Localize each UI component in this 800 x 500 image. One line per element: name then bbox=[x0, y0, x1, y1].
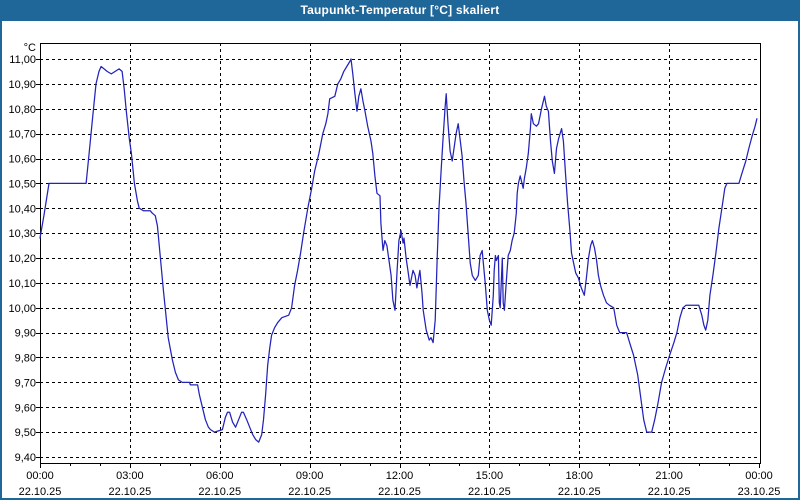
chart-canvas: °C11,00 10,90 10,80 10,70 10,60 10,50 10,40 10,… bbox=[8, 42, 781, 498]
x-time-label: 12:00 bbox=[386, 470, 414, 482]
y-tick-label: 9,60 bbox=[15, 402, 36, 414]
x-time-label: 00:00 bbox=[745, 470, 773, 482]
x-date-label: 22.10.25 bbox=[288, 486, 331, 498]
x-time-label: 03:00 bbox=[116, 470, 144, 482]
series-line bbox=[39, 58, 758, 443]
x-date-label: 22.10.25 bbox=[648, 486, 691, 498]
x-date-label: 22.10.25 bbox=[198, 486, 241, 498]
y-tick-label: 10,30 bbox=[8, 228, 36, 240]
x-time-label: 00:00 bbox=[26, 470, 54, 482]
y-tick-label: 10,20 bbox=[8, 253, 36, 265]
x-time-label: 15:00 bbox=[476, 470, 504, 482]
y-tick-label: 9,70 bbox=[15, 377, 36, 389]
x-axis-labels: 00:00 22.10.25 03:00 22.10.25 06:00 22.10.25 0… bbox=[19, 470, 781, 498]
y-tick-label: 10,10 bbox=[8, 278, 36, 290]
y-axis-labels: °C11,00 10,90 10,80 10,70 10,60 10,50 10,40 10,… bbox=[8, 42, 36, 464]
x-time-label: 09:00 bbox=[296, 470, 324, 482]
y-tick-label: 10,80 bbox=[8, 104, 36, 116]
x-date-label: 22.10.25 bbox=[19, 486, 62, 498]
y-tick-label: 11,00 bbox=[9, 54, 36, 66]
window-title-bar: Taupunkt-Temperatur [°C] skaliert bbox=[2, 2, 798, 21]
y-tick-label: 9,80 bbox=[15, 353, 36, 365]
y-tick-label: 10,40 bbox=[8, 203, 36, 215]
x-date-label: 23.10.25 bbox=[738, 486, 781, 498]
y-tick-label: 10,70 bbox=[8, 129, 36, 141]
x-ticks bbox=[40, 463, 760, 468]
y-tick-label: 10,60 bbox=[8, 154, 36, 166]
window-title: Taupunkt-Temperatur [°C] skaliert bbox=[300, 3, 500, 17]
y-tick-label: 10,50 bbox=[8, 178, 36, 190]
x-time-label: 21:00 bbox=[655, 470, 683, 482]
y-tick-label: 10,90 bbox=[8, 79, 36, 91]
y-tick-label: 10,00 bbox=[8, 303, 36, 315]
x-time-label: 06:00 bbox=[206, 470, 234, 482]
x-date-label: 22.10.25 bbox=[468, 486, 511, 498]
x-date-label: 22.10.25 bbox=[558, 486, 601, 498]
y-tick-label: 9,40 bbox=[15, 452, 36, 464]
y-unit-label: °C bbox=[24, 42, 36, 54]
chart-host: °C 11,00 10,90 10,80 10,70 10,60 10,50 10,40 10,… bbox=[2, 21, 798, 498]
v-gridlines bbox=[130, 43, 670, 463]
x-time-label: 18:00 bbox=[565, 470, 593, 482]
y-ticks bbox=[36, 59, 40, 458]
y-tick-label: 9,50 bbox=[15, 427, 36, 439]
x-date-label: 22.10.25 bbox=[108, 486, 151, 498]
y-tick-label: 9,90 bbox=[15, 328, 36, 340]
x-date-label: 22.10.25 bbox=[378, 486, 421, 498]
